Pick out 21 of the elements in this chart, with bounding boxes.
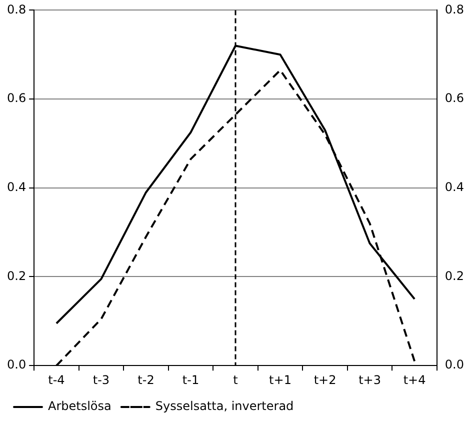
x-tick-label: t-4: [48, 372, 65, 387]
y2-tick-label: 0.6: [444, 91, 464, 106]
y-tick-label: 0.2: [6, 268, 26, 283]
y2-tick-label: 0.2: [444, 268, 464, 283]
x-tick-label: t-3: [92, 372, 110, 387]
x-tick-label: t+2: [314, 372, 336, 387]
y-tick-label: 0.6: [6, 91, 26, 106]
y-tick-label: 0.4: [6, 180, 26, 194]
y-tick-label: 0.0: [6, 358, 26, 372]
y2-tick-label: 0.8: [444, 2, 464, 16]
x-tick-label: t+3: [358, 372, 381, 387]
y2-tick-label: 0.4: [444, 180, 464, 194]
x-tick-label: t+1: [269, 372, 292, 387]
y2-tick-label: 0.0: [444, 358, 464, 372]
x-tick-label: t-1: [182, 372, 200, 387]
legend-label: Arbetslösa: [48, 399, 112, 414]
y-tick-label: 0.8: [6, 2, 26, 16]
legend-label: Sysselsatta, inverterad: [155, 399, 294, 414]
x-tick-label: t: [233, 372, 238, 387]
x-tick-label: t+4: [403, 372, 426, 387]
x-tick-label: t-2: [138, 372, 154, 387]
